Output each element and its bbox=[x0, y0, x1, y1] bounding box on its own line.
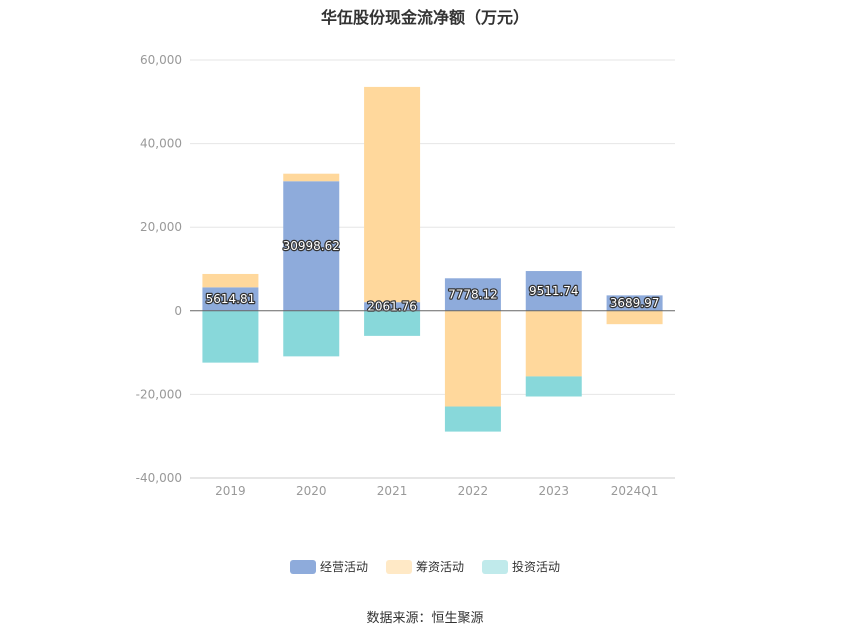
legend-swatch-investing bbox=[482, 559, 508, 574]
y-tick-label: 40,000 bbox=[140, 137, 182, 151]
data-label: 2061.76 bbox=[367, 299, 417, 313]
bar-financing[interactable] bbox=[444, 310, 501, 407]
bar-operating[interactable] bbox=[525, 271, 582, 311]
chart-plot: 5614.81 30998.62 2061.76 7778.12 9511.74 3689… bbox=[136, 53, 675, 498]
legend-item-operating[interactable]: 经营活动 bbox=[289, 558, 368, 575]
bar-operating[interactable] bbox=[606, 295, 663, 311]
bar-operating[interactable] bbox=[364, 302, 421, 311]
bars-layer bbox=[202, 86, 663, 432]
y-tick-label: 60,000 bbox=[140, 53, 182, 67]
legend-label-investing: 投资活动 bbox=[512, 560, 561, 574]
bar-financing[interactable] bbox=[364, 86, 421, 303]
y-tick-label: 0 bbox=[174, 304, 182, 318]
x-tick-label: 2020 bbox=[296, 484, 327, 498]
data-label: 5614.81 bbox=[206, 292, 256, 306]
bar-operating[interactable] bbox=[283, 181, 340, 311]
axis-layer: 60,000 40,000 20,000 0 -20,000 -40,000 2019 202… bbox=[136, 53, 675, 498]
bar-financing[interactable] bbox=[525, 310, 582, 377]
bar-financing[interactable] bbox=[283, 173, 340, 182]
legend-label-operating: 经营活动 bbox=[319, 560, 368, 574]
bar-investing[interactable] bbox=[364, 310, 421, 336]
data-label: 30998.62 bbox=[283, 239, 340, 253]
legend: 经营活动 筹资活动 投资活动 bbox=[0, 558, 850, 575]
legend-item-financing[interactable]: 筹资活动 bbox=[385, 558, 464, 575]
data-labels-layer: 5614.81 30998.62 2061.76 7778.12 9511.74 3689… bbox=[204, 238, 660, 315]
bar-operating[interactable] bbox=[202, 287, 259, 311]
legend-item-investing[interactable]: 投资活动 bbox=[482, 558, 560, 575]
y-tick-label: -20,000 bbox=[136, 387, 182, 401]
legend-swatch-financing bbox=[385, 559, 412, 574]
source-note: 数据来源：恒生聚源 bbox=[366, 611, 484, 626]
x-tick-label: 2022 bbox=[458, 484, 489, 498]
bar-investing[interactable] bbox=[525, 376, 582, 397]
y-tick-label: 20,000 bbox=[140, 220, 182, 234]
data-label: 9511.74 bbox=[529, 284, 579, 298]
bar-financing[interactable] bbox=[202, 273, 259, 288]
legend-swatch-operating bbox=[289, 559, 316, 574]
y-tick-label: -40,000 bbox=[136, 471, 182, 485]
x-tick-label: 2021 bbox=[377, 484, 408, 498]
x-tick-label: 2023 bbox=[538, 484, 569, 498]
chart-title: 华伍股份现金流净额（万元） bbox=[320, 8, 529, 27]
x-tick-label: 2019 bbox=[215, 484, 246, 498]
bar-operating[interactable] bbox=[444, 278, 501, 311]
data-label: 7778.12 bbox=[448, 288, 498, 302]
bar-investing[interactable] bbox=[444, 406, 501, 432]
data-label: 3689.97 bbox=[610, 296, 660, 310]
bar-investing[interactable] bbox=[283, 310, 340, 357]
x-tick-label: 2024Q1 bbox=[611, 484, 659, 498]
legend-label-financing: 筹资活动 bbox=[415, 560, 464, 574]
bar-investing[interactable] bbox=[202, 310, 259, 363]
grid-layer bbox=[190, 59, 675, 479]
bar-financing[interactable] bbox=[606, 310, 663, 325]
